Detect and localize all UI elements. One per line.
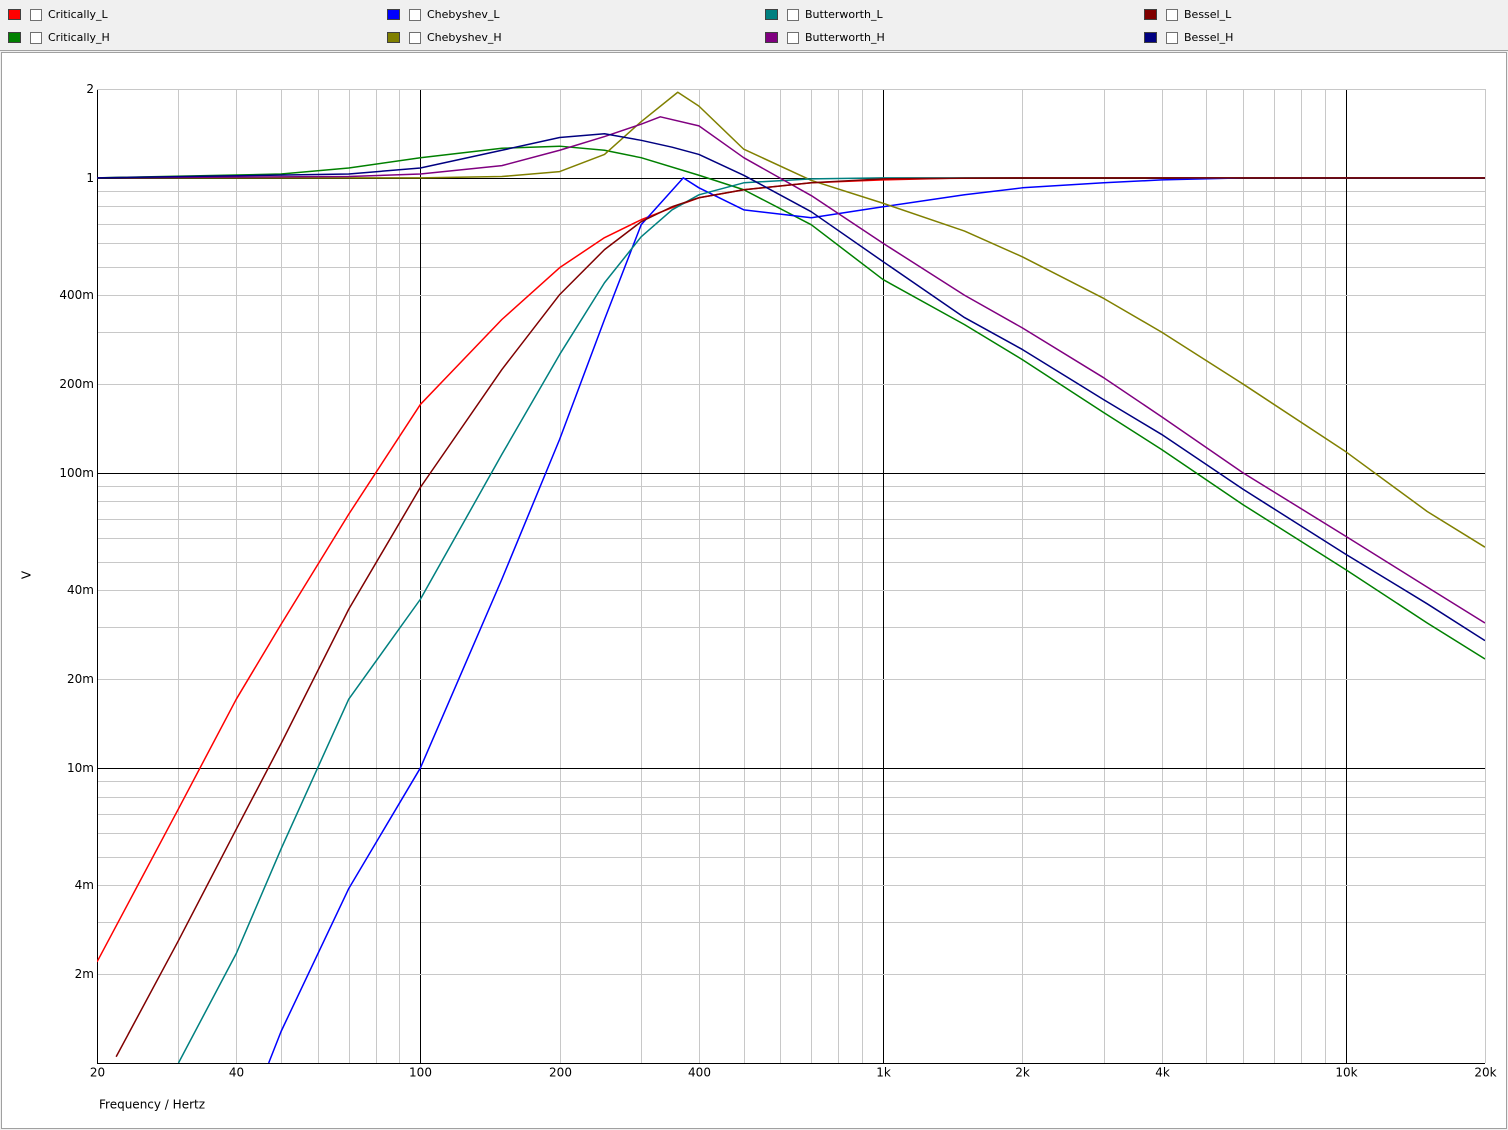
legend-swatch [387, 32, 400, 43]
x-tick-label: 4k [1155, 1066, 1170, 1080]
legend-label: Critically_L [48, 8, 109, 21]
x-tick-label: 10k [1335, 1066, 1357, 1080]
legend-checkbox[interactable] [1166, 9, 1178, 21]
legend-swatch [8, 32, 21, 43]
x-tick-label: 20k [1474, 1066, 1496, 1080]
legend-label: Butterworth_L [805, 8, 883, 21]
grid [97, 89, 1486, 1064]
legend-swatch [765, 32, 778, 43]
legend-label: Chebyshev_H [427, 31, 502, 44]
legend-bar [0, 0, 1508, 50]
legend-label: Bessel_L [1184, 8, 1232, 21]
y-tick-label: 4m [75, 878, 94, 892]
legend-checkbox[interactable] [1166, 32, 1178, 44]
y-tick-label: 20m [67, 672, 94, 686]
legend-checkbox[interactable] [409, 9, 421, 21]
x-tick-label: 400 [688, 1066, 711, 1080]
x-axis-label: Frequency / Hertz [99, 1098, 205, 1112]
curve [97, 145, 1485, 660]
labels: 20 40 100 200 400 1k 2k 4k 10k 20k 2 1 400m 200m 100m 4… [59, 82, 1496, 1080]
legend-checkbox[interactable] [30, 32, 42, 44]
legend-label: Bessel_H [1184, 31, 1233, 44]
legend-swatch [1144, 9, 1157, 20]
legend-checkbox[interactable] [787, 32, 799, 44]
x-tick-label: 40 [229, 1066, 244, 1080]
legend-checkbox[interactable] [30, 9, 42, 21]
y-tick-label: 100m [59, 466, 94, 480]
y-tick-label: 400m [59, 288, 94, 302]
curve [97, 91, 1485, 548]
legend-swatch [765, 9, 778, 20]
x-tick-label: 200 [549, 1066, 572, 1080]
curves [97, 91, 1485, 1063]
legend-checkbox[interactable] [787, 9, 799, 21]
y-axis-label: V [20, 570, 34, 579]
curve [97, 116, 1485, 624]
legend-swatch [8, 9, 21, 20]
x-tick-label: 1k [876, 1066, 891, 1080]
y-tick-label: 1 [86, 171, 94, 185]
x-tick-label: 2k [1015, 1066, 1030, 1080]
legend: Critically_L Critically_H Chebyshev_L Cheby… [8, 8, 1233, 44]
y-tick-label: 40m [67, 583, 94, 597]
y-tick-label: 10m [67, 761, 94, 775]
y-tick-label: 2m [75, 967, 94, 981]
y-tick-label: 2 [86, 82, 94, 96]
x-tick-label: 20 [90, 1066, 105, 1080]
y-tick-label: 200m [59, 377, 94, 391]
curve [267, 177, 1485, 1063]
x-tick-label: 100 [409, 1066, 432, 1080]
legend-label: Critically_H [48, 31, 110, 44]
curve [177, 177, 1485, 1063]
legend-checkbox[interactable] [409, 32, 421, 44]
legend-label: Chebyshev_L [427, 8, 500, 21]
curve [97, 133, 1485, 642]
legend-label: Butterworth_H [805, 31, 885, 44]
curve [115, 177, 1485, 1058]
legend-swatch [1144, 32, 1157, 43]
legend-swatch [387, 9, 400, 20]
